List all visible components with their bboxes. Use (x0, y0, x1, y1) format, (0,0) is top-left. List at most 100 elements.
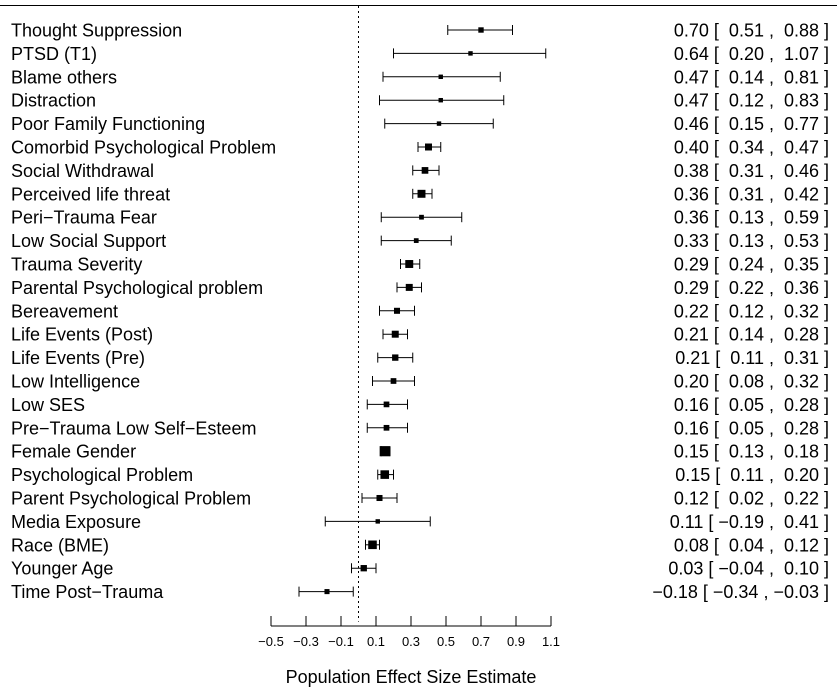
forest-row: Low SES 0.16 [ 0.05 , 0.28 ] (11, 395, 829, 415)
estimate-point (383, 401, 390, 408)
forest-row: Thought Suppression 0.70 [ 0.51 , 0.88 ] (11, 21, 829, 41)
estimate-point (324, 589, 330, 595)
forest-row: Distraction 0.47 [ 0.12 , 0.83 ] (11, 91, 829, 111)
row-ci-text: 0.47 [ 0.12 , 0.83 ] (674, 91, 829, 111)
forest-row: Psychological Problem 0.15 [ 0.11 , 0.20 … (11, 465, 829, 485)
estimate-point (379, 446, 390, 457)
row-ci-text: 0.08 [ 0.04 , 0.12 ] (674, 535, 829, 555)
forest-row: Parental Psychological problem 0.29 [ 0.2… (11, 278, 829, 298)
forest-row: Poor Family Functioning 0.46 [ 0.15 , 0.7… (11, 114, 829, 134)
row-label: Poor Family Functioning (11, 114, 205, 134)
row-label: Low SES (11, 395, 85, 415)
row-ci-text: 0.40 [ 0.34 , 0.47 ] (674, 138, 829, 158)
estimate-point (376, 494, 383, 502)
forest-row: Social Withdrawal 0.38 [ 0.31 , 0.46 ] (11, 161, 829, 181)
forest-row: Bereavement 0.22 [ 0.12 , 0.32 ] (11, 301, 829, 321)
row-label: Bereavement (11, 301, 118, 321)
x-tick-label: 0.1 (367, 634, 385, 649)
x-axis-title: Population Effect Size Estimate (286, 667, 537, 687)
row-ci-text: −0.18 [ −0.34 , −0.03 ] (652, 582, 829, 602)
row-ci-text: 0.29 [ 0.22 , 0.36 ] (674, 278, 829, 298)
row-ci-text: 0.15 [ 0.11 , 0.20 ] (675, 465, 829, 485)
forest-row: Female Gender 0.15 [ 0.13 , 0.18 ] (11, 442, 829, 462)
row-ci-text: 0.15 [ 0.13 , 0.18 ] (674, 442, 829, 462)
x-tick-label: −0.5 (258, 634, 284, 649)
row-ci-text: 0.03 [ −0.04 , 0.10 ] (668, 559, 829, 579)
estimate-point (393, 307, 401, 314)
row-ci-text: 0.46 [ 0.15 , 0.77 ] (674, 114, 829, 134)
row-label: Distraction (11, 91, 96, 111)
estimate-point (405, 260, 414, 268)
estimate-point (413, 238, 419, 243)
forest-row: Trauma Severity 0.29 [ 0.24 , 0.35 ] (11, 255, 829, 275)
rows-group: Thought Suppression 0.70 [ 0.51 , 0.88 ] P… (11, 21, 829, 603)
row-ci-text: 0.21 [ 0.11 , 0.31 ] (675, 348, 829, 368)
row-label: Parental Psychological problem (11, 278, 263, 298)
estimate-point (383, 424, 390, 431)
row-label: Peri−Trauma Fear (11, 208, 157, 228)
estimate-point (468, 51, 473, 56)
row-label: PTSD (T1) (11, 44, 97, 64)
row-ci-text: 0.38 [ 0.31 , 0.46 ] (674, 161, 829, 181)
forest-row: Low Social Support 0.33 [ 0.13 , 0.53 ] (11, 231, 829, 251)
row-ci-text: 0.29 [ 0.24 , 0.35 ] (674, 255, 829, 275)
forest-row: Life Events (Post) 0.21 [ 0.14 , 0.28 ] (11, 325, 829, 345)
row-label: Time Post−Trauma (11, 582, 164, 602)
estimate-point (436, 121, 442, 126)
forest-row: Comorbid Psychological Problem 0.40 [ 0.3… (11, 138, 829, 158)
row-label: Low Social Support (11, 231, 166, 251)
forest-row: Life Events (Pre) 0.21 [ 0.11 , 0.31 ] (11, 348, 829, 368)
row-ci-text: 0.36 [ 0.13 , 0.59 ] (674, 208, 829, 228)
row-label: Life Events (Post) (11, 325, 153, 345)
row-label: Perceived life threat (11, 184, 170, 204)
estimate-point (425, 143, 432, 151)
forest-row: Peri−Trauma Fear 0.36 [ 0.13 , 0.59 ] (11, 208, 829, 228)
row-label: Trauma Severity (11, 255, 142, 275)
row-label: Social Withdrawal (11, 161, 154, 181)
estimate-point (478, 27, 484, 33)
row-ci-text: 0.36 [ 0.31 , 0.42 ] (674, 184, 829, 204)
x-tick-label: 0.9 (507, 634, 525, 649)
row-label: Low Intelligence (11, 372, 140, 392)
estimate-point (380, 470, 390, 479)
row-ci-text: 0.33 [ 0.13 , 0.53 ] (674, 231, 829, 251)
estimate-point (419, 214, 424, 220)
forest-row: Low Intelligence 0.20 [ 0.08 , 0.32 ] (11, 372, 829, 392)
x-tick-label: 1.1 (542, 634, 560, 649)
forest-row: Perceived life threat 0.36 [ 0.31 , 0.42 … (11, 184, 829, 204)
row-ci-text: 0.47 [ 0.14 , 0.81 ] (674, 67, 829, 87)
row-ci-text: 0.16 [ 0.05 , 0.28 ] (674, 395, 829, 415)
estimate-point (360, 565, 367, 572)
row-label: Female Gender (11, 442, 136, 462)
row-label: Life Events (Pre) (11, 348, 145, 368)
forest-row: Younger Age 0.03 [ −0.04 , 0.10 ] (11, 559, 829, 579)
forest-row: Media Exposure 0.11 [ −0.19 , 0.41 ] (11, 512, 829, 532)
estimate-point (391, 330, 399, 338)
forest-row: PTSD (T1) 0.64 [ 0.20 , 1.07 ] (11, 44, 829, 64)
x-axis: −0.5 −0.3 −0.1 0.1 0.3 0.5 0.7 0.9 1.1 (258, 616, 560, 649)
row-ci-text: 0.64 [ 0.20 , 1.07 ] (674, 44, 829, 64)
x-tick-label: 0.7 (472, 634, 490, 649)
row-ci-text: 0.21 [ 0.14 , 0.28 ] (674, 325, 829, 345)
row-ci-text: 0.70 [ 0.51 , 0.88 ] (674, 21, 829, 41)
row-ci-text: 0.16 [ 0.05 , 0.28 ] (674, 418, 829, 438)
row-label: Younger Age (11, 559, 113, 579)
row-label: Thought Suppression (11, 21, 182, 41)
estimate-point (438, 97, 443, 103)
estimate-point (375, 519, 380, 524)
x-tick-label: −0.1 (328, 634, 354, 649)
estimate-point (390, 378, 397, 384)
row-ci-text: 0.12 [ 0.02 , 0.22 ] (674, 489, 829, 509)
forest-row: Pre−Trauma Low Self−Esteem 0.16 [ 0.05 , … (11, 418, 829, 438)
forest-row: Time Post−Trauma −0.18 [ −0.34 , −0.03 ] (11, 582, 829, 602)
x-tick-label: −0.3 (293, 634, 319, 649)
row-ci-text: 0.11 [ −0.19 , 0.41 ] (670, 512, 829, 532)
estimate-point (368, 540, 377, 550)
row-label: Comorbid Psychological Problem (11, 138, 276, 158)
row-label: Pre−Trauma Low Self−Esteem (11, 418, 256, 438)
x-tick-label: 0.5 (437, 634, 455, 649)
estimate-point (405, 283, 413, 291)
row-label: Blame others (11, 67, 117, 87)
x-tick-label: 0.3 (402, 634, 420, 649)
